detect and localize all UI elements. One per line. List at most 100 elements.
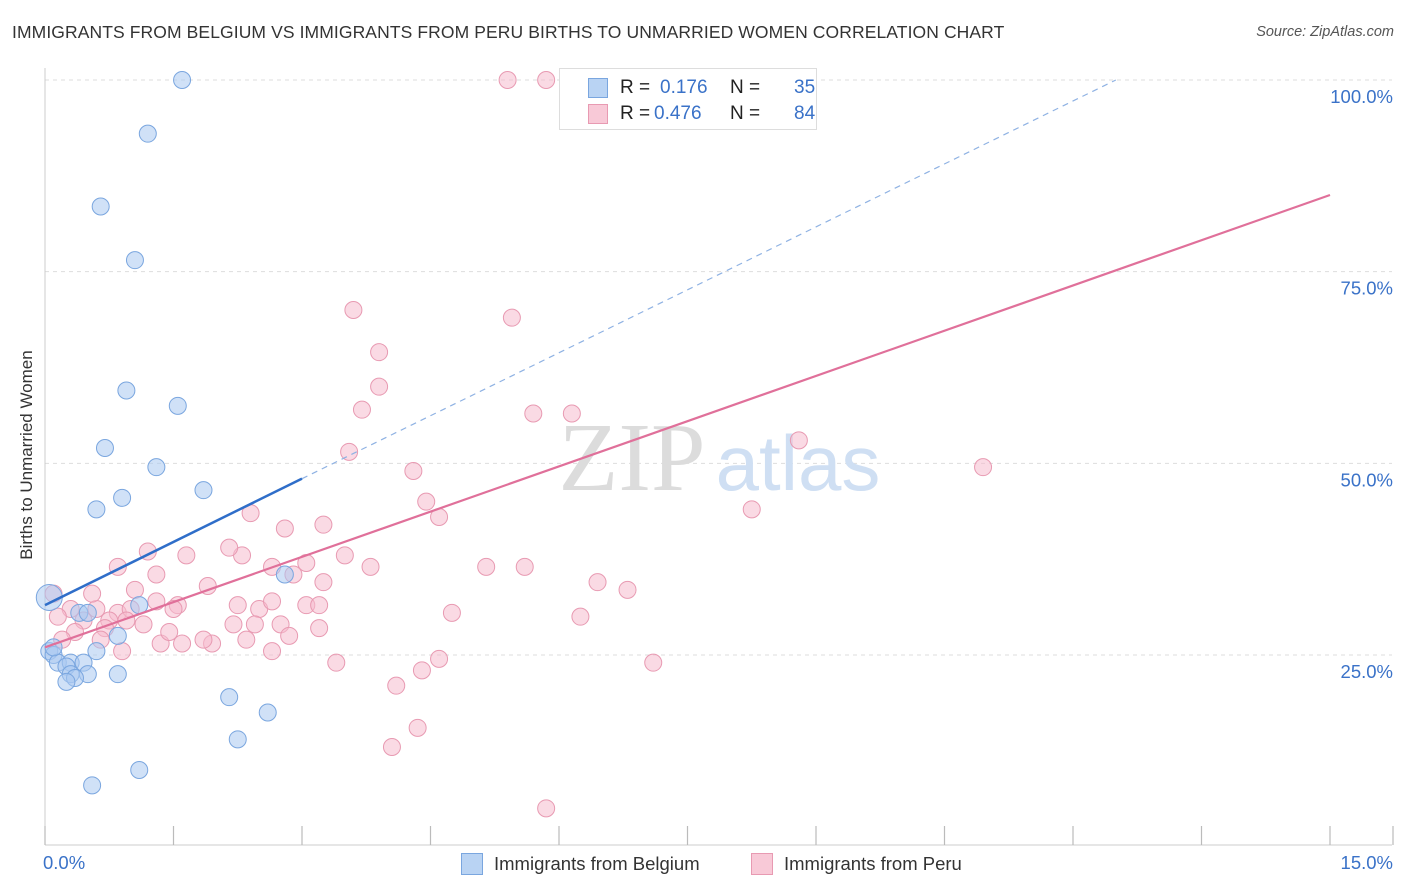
peru-point xyxy=(644,653,663,672)
legend-r-label: R = xyxy=(620,103,651,124)
belgium-point xyxy=(168,396,187,415)
peru-point xyxy=(404,462,423,480)
peru-point xyxy=(48,607,67,626)
legend-box: R = 0.176 N = 35 R = 0.476 N = 84 xyxy=(559,68,817,130)
belgium-point xyxy=(91,197,110,216)
y-tick-label: 50.0% xyxy=(1341,469,1393,490)
legend-swatch-peru xyxy=(588,104,608,124)
peru-point xyxy=(113,642,132,661)
x-tick-label: 0.0% xyxy=(43,852,85,873)
tick-labels: 25.0% 50.0% 75.0% 100.0% 0.0% 15.0% xyxy=(43,86,1393,873)
peru-point xyxy=(515,557,534,576)
belgium-point xyxy=(87,642,106,661)
peru-point xyxy=(742,500,761,519)
peru-point xyxy=(382,738,401,756)
peru-point xyxy=(228,596,247,615)
legend-r-label: R = xyxy=(620,77,651,98)
grid-lines xyxy=(45,79,1392,656)
peru-point xyxy=(310,596,329,615)
peru-point xyxy=(263,592,282,611)
peru-point xyxy=(502,308,521,327)
peru-point xyxy=(220,538,239,557)
belgium-point xyxy=(78,603,97,622)
trend-line-belgium xyxy=(44,477,303,607)
y-tick-label: 25.0% xyxy=(1341,661,1393,682)
peru-point xyxy=(588,573,607,592)
peru-point xyxy=(370,377,389,396)
peru-point xyxy=(537,799,556,818)
axes xyxy=(44,68,1394,846)
peru-point xyxy=(387,676,406,695)
scatter-points xyxy=(35,71,993,818)
belgium-point xyxy=(125,251,144,270)
peru-point xyxy=(83,584,102,603)
legend-r-value-peru: 0.476 xyxy=(654,103,702,124)
peru-point xyxy=(370,343,389,362)
belgium-point xyxy=(87,500,106,519)
peru-point xyxy=(335,546,354,565)
y-axis-title: Births to Unmarried Women xyxy=(17,350,36,560)
belgium-point xyxy=(173,71,192,89)
peru-point xyxy=(173,634,192,653)
peru-point xyxy=(789,431,808,450)
peru-point xyxy=(408,718,427,737)
peru-point xyxy=(344,301,363,319)
x-tick-label: 15.0% xyxy=(1341,852,1393,873)
peru-point xyxy=(314,515,333,534)
peru-point xyxy=(177,546,196,565)
belgium-point xyxy=(258,703,277,722)
peru-point xyxy=(263,642,282,661)
peru-point xyxy=(562,404,581,423)
peru-point xyxy=(134,615,153,634)
belgium-point xyxy=(113,488,132,507)
trend-lines xyxy=(44,79,1331,649)
peru-point xyxy=(327,653,346,672)
legend-n-value-belgium: 35 xyxy=(794,77,816,98)
y-tick-label: 75.0% xyxy=(1341,278,1393,299)
peru-point xyxy=(537,71,556,89)
legend-n-label: N = xyxy=(730,103,761,124)
belgium-point xyxy=(220,688,239,707)
chart-source: Source: ZipAtlas.com xyxy=(1256,24,1394,40)
legend-r-value-belgium: 0.176 xyxy=(660,77,708,98)
belgium-point xyxy=(147,458,166,477)
watermark: ZIP atlas xyxy=(559,404,881,512)
peru-point xyxy=(147,565,166,584)
belgium-point xyxy=(117,381,136,400)
bottom-legend-label-belgium: Immigrants from Belgium xyxy=(494,853,700,874)
belgium-point xyxy=(194,481,213,500)
peru-point xyxy=(974,458,993,477)
bottom-legend-swatch-peru xyxy=(751,853,773,875)
peru-point xyxy=(340,442,359,461)
peru-point xyxy=(442,603,461,622)
peru-point xyxy=(237,630,256,649)
legend-n-label: N = xyxy=(730,77,761,98)
belgium-point xyxy=(275,565,294,584)
belgium-point xyxy=(228,730,247,749)
peru-point xyxy=(571,607,590,626)
peru-point xyxy=(275,519,294,538)
peru-point xyxy=(194,630,213,649)
legend-n-value-peru: 84 xyxy=(794,103,816,124)
belgium-point xyxy=(130,761,149,779)
legend-swatch-belgium xyxy=(588,78,608,98)
peru-point xyxy=(224,615,243,634)
belgium-point xyxy=(108,665,127,684)
belgium-point xyxy=(57,672,76,691)
peru-point xyxy=(245,615,264,634)
bottom-legend-label-peru: Immigrants from Peru xyxy=(784,853,962,874)
peru-point xyxy=(498,71,517,89)
y-tick-label: 100.0% xyxy=(1330,86,1393,107)
peru-point xyxy=(430,649,449,668)
peru-point xyxy=(524,404,543,423)
peru-point xyxy=(314,573,333,592)
peru-point xyxy=(160,623,179,641)
peru-point xyxy=(477,557,496,576)
trend-line-belgium-extended xyxy=(301,79,1117,480)
peru-point xyxy=(280,626,299,645)
belgium-point xyxy=(95,439,114,457)
chart-title: IMMIGRANTS FROM BELGIUM VS IMMIGRANTS FR… xyxy=(12,22,1005,42)
trend-line-peru xyxy=(44,193,1331,649)
belgium-point xyxy=(83,776,102,795)
